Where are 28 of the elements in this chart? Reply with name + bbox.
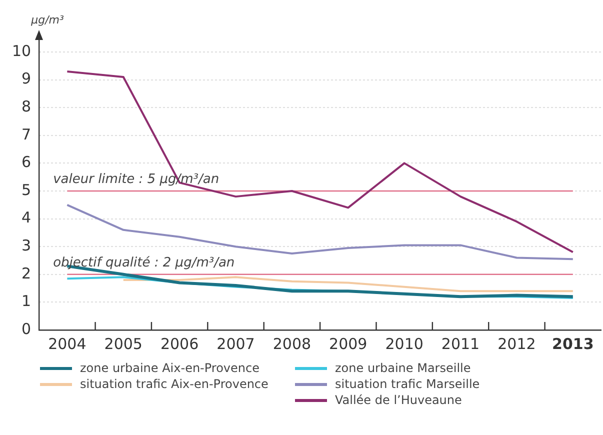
y-tick-label: 5 (22, 180, 32, 199)
legend-label: zone urbaine Marseille (335, 361, 471, 375)
x-tick-label: 2007 (216, 334, 255, 353)
y-tick-label: 9 (22, 70, 32, 88)
y-tick-label: 10 (12, 42, 32, 60)
x-tick-label: 2006 (160, 334, 199, 353)
legend-label: situation trafic Aix-en-Provence (80, 377, 268, 391)
y-tick-label: 0 (22, 320, 32, 338)
legend-label: Vallée de l’Huveaune (335, 393, 462, 407)
legend-label: situation trafic Marseille (335, 377, 480, 391)
x-tick-label: 2011 (441, 334, 480, 353)
y-tick-label: 6 (22, 153, 32, 172)
y-tick-label: 7 (22, 125, 32, 144)
x-tick-label: 2005 (104, 334, 142, 353)
y-tick-label: 1 (22, 292, 32, 310)
legend-label: zone urbaine Aix-en-Provence (80, 361, 260, 375)
x-tick-label: 2008 (272, 334, 312, 353)
ref-line-label: objectif qualité : 2 µg/m³/an (53, 255, 235, 270)
x-tick-label: 2010 (385, 334, 424, 353)
y-tick-label: 3 (22, 236, 32, 254)
y-tick-label: 2 (22, 264, 32, 282)
y-tick-label: 8 (22, 97, 32, 116)
x-tick-label: 2013 (552, 334, 594, 353)
x-tick-label: 2004 (48, 334, 86, 353)
x-tick-label: 2009 (329, 334, 368, 353)
y-tick-label: 4 (22, 208, 32, 227)
y-axis-title: µg/m³ (30, 13, 64, 26)
x-tick-label: 2012 (498, 334, 536, 353)
